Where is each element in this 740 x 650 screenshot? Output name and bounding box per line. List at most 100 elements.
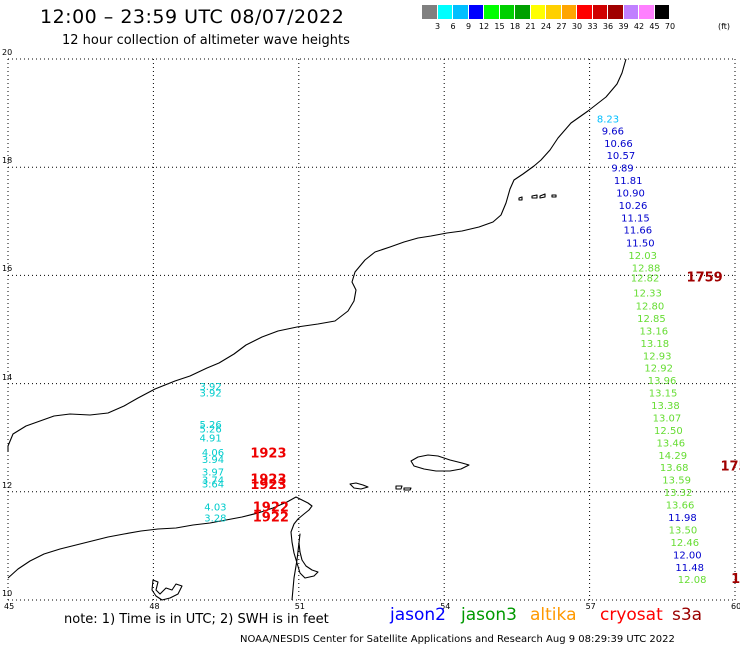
wave-height-label: 13.96 bbox=[648, 376, 677, 387]
wave-height-label: 11.48 bbox=[675, 563, 704, 574]
page-title: 12:00 – 23:59 UTC 08/07/2022 bbox=[40, 6, 345, 28]
legend-tick-label: 42 bbox=[633, 22, 645, 31]
wave-height-label: 12.82 bbox=[631, 273, 660, 284]
wave-height-label: 1758 bbox=[720, 460, 740, 475]
legend-tick-label: 15 bbox=[494, 22, 505, 31]
wave-height-label: 12.50 bbox=[654, 426, 683, 437]
wave-height-label: 3.92 bbox=[199, 389, 221, 400]
wave-height-label: 3.92 bbox=[199, 382, 221, 393]
legend-unit-label: (ft) bbox=[717, 22, 731, 31]
legend-swatch bbox=[654, 5, 670, 19]
legend-tick-label: 18 bbox=[509, 22, 521, 31]
wave-height-label: 11.15 bbox=[621, 213, 650, 224]
legend-tick-label: 12 bbox=[478, 22, 490, 31]
legend-swatch bbox=[608, 5, 624, 19]
wave-height-label: 12.03 bbox=[628, 251, 657, 262]
latitude-label: 18 bbox=[2, 156, 13, 166]
kuria-muria-islands bbox=[518, 193, 557, 201]
satellite-legend-jason3: jason3 bbox=[461, 605, 517, 625]
footer-credit: NOAA/NESDIS Center for Satellite Applica… bbox=[240, 634, 675, 645]
units-note: note: 1) Time is in UTC; 2) SWH is in fe… bbox=[64, 612, 329, 627]
satellite-legend-cryosat: cryosat bbox=[600, 605, 663, 625]
wave-height-label: 13.50 bbox=[669, 525, 698, 536]
legend-tick-label: 6 bbox=[450, 22, 456, 31]
wave-height-label: 13.07 bbox=[653, 413, 682, 424]
wave-height-label: 4.06 bbox=[202, 448, 224, 459]
wave-height-label: 12.92 bbox=[644, 364, 673, 375]
wave-height-label: 3.74 bbox=[202, 476, 224, 487]
coastline bbox=[7, 58, 627, 601]
coastal-shoals bbox=[151, 579, 183, 601]
wave-height-label: 12.93 bbox=[643, 351, 672, 362]
legend-tick-label: 3 bbox=[434, 22, 441, 31]
wave-height-label: 11.81 bbox=[614, 176, 643, 187]
small-island bbox=[395, 485, 403, 490]
latitude-label: 20 bbox=[2, 48, 13, 57]
legend-swatch bbox=[639, 5, 655, 19]
arabian-coastline bbox=[7, 58, 627, 452]
latitude-label: 10 bbox=[2, 589, 13, 598]
legend-swatch bbox=[561, 5, 577, 19]
wave-height-label: 8.23 bbox=[597, 114, 619, 125]
legend-tick-label: 21 bbox=[525, 22, 536, 31]
satellite-legend-s3a: s3a bbox=[672, 605, 703, 625]
wave-height-label: 12.00 bbox=[673, 550, 702, 561]
legend-swatch bbox=[623, 5, 639, 19]
wave-height-label: 12.08 bbox=[678, 575, 707, 586]
wave-height-label: 9.89 bbox=[611, 164, 633, 175]
legend-swatch bbox=[530, 5, 546, 19]
legend-tick-label: 9 bbox=[465, 22, 472, 31]
legend-swatch bbox=[499, 5, 515, 19]
wave-height-label: 1922 bbox=[253, 500, 289, 515]
wave-height-label: 12.85 bbox=[637, 314, 666, 325]
longitude-label: 48 bbox=[149, 602, 160, 611]
satellite-legend-altika: altika bbox=[530, 605, 577, 625]
wave-height-label: 3.28 bbox=[204, 514, 226, 525]
legend-swatch bbox=[546, 5, 562, 19]
page-subtitle: 12 hour collection of altimeter wave hei… bbox=[62, 33, 350, 48]
wave-height-label: 12.46 bbox=[671, 538, 700, 549]
wave-height-label: 12.33 bbox=[633, 288, 662, 299]
wave-height-label: 10.90 bbox=[616, 188, 645, 199]
wave-height-label: 4.91 bbox=[199, 433, 221, 444]
wave-height-label: 1923 bbox=[250, 478, 286, 493]
wave-height-label: 11.98 bbox=[668, 513, 697, 524]
wave-height-label: 11.50 bbox=[626, 239, 655, 250]
legend-tick-label: 33 bbox=[587, 22, 598, 31]
legend-swatch bbox=[592, 5, 608, 19]
longitude-label: 57 bbox=[585, 602, 596, 611]
wave-height-label: 1922 bbox=[253, 511, 289, 526]
legend-tick-label: 24 bbox=[540, 22, 552, 31]
longitude-label: 51 bbox=[294, 602, 305, 611]
longitude-label: 54 bbox=[440, 602, 451, 611]
legend-swatch bbox=[453, 5, 469, 19]
longitude-label: 60 bbox=[731, 602, 740, 611]
wave-height-label: 14.29 bbox=[658, 451, 687, 462]
wave-height-label: 1759 bbox=[687, 270, 723, 285]
wave-height-label: 13.15 bbox=[649, 389, 678, 400]
latitude-label: 14 bbox=[2, 372, 13, 382]
socotra-island bbox=[410, 454, 470, 472]
latitude-label: 16 bbox=[2, 264, 13, 274]
wave-height-label: 3.97 bbox=[202, 468, 224, 479]
somali-coastline bbox=[7, 496, 319, 601]
wave-height-label: 13.68 bbox=[660, 463, 689, 474]
wave-height-label: 13.66 bbox=[666, 501, 695, 512]
legend-tick-label: 70 bbox=[664, 22, 676, 31]
wave-height-label: 1 bbox=[731, 572, 740, 587]
wave-height-label: 10.26 bbox=[619, 201, 648, 212]
wave-height-label: 13.38 bbox=[651, 401, 680, 412]
wave-height-label: 3.94 bbox=[202, 455, 224, 466]
wave-height-label: 10.66 bbox=[604, 139, 633, 150]
satellite-legend-jason2: jason2 bbox=[390, 605, 446, 625]
color-legend bbox=[422, 5, 670, 19]
legend-tick-label: 45 bbox=[649, 22, 660, 31]
wave-height-label: 13.18 bbox=[640, 339, 669, 350]
wave-height-label: 12.80 bbox=[636, 301, 665, 312]
legend-swatch bbox=[577, 5, 593, 19]
legend-tick-label: 30 bbox=[571, 22, 583, 31]
legend-swatch bbox=[484, 5, 500, 19]
latitude-label: 12 bbox=[2, 480, 13, 490]
